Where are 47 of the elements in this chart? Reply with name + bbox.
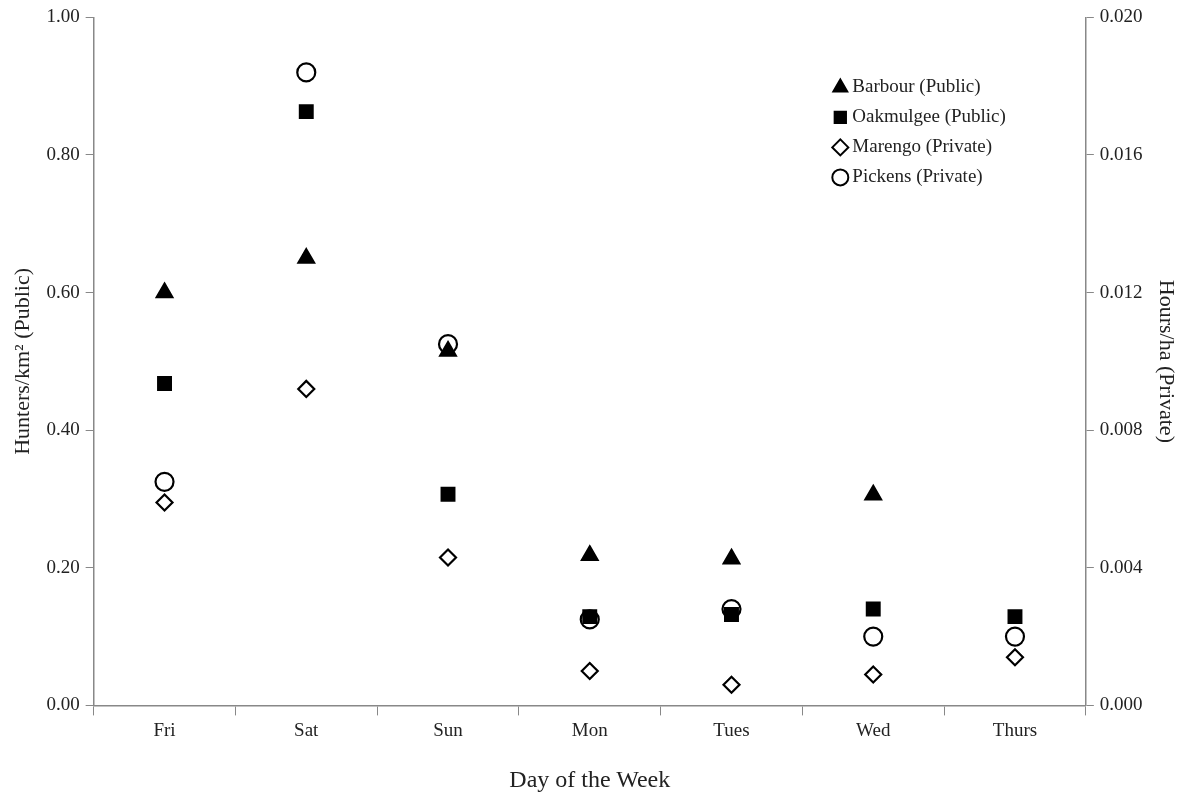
- point: [297, 379, 316, 399]
- x-tick-label: Wed: [856, 718, 891, 740]
- point: [865, 601, 881, 617]
- point: [440, 486, 456, 502]
- y2-tick-label: 0.020: [1099, 5, 1143, 27]
- y-tick-label: 0.60: [46, 280, 80, 302]
- point: [1007, 609, 1023, 625]
- x-tick-label: Mon: [571, 718, 609, 740]
- point: [439, 340, 457, 357]
- y2-tick-label: 0.008: [1099, 418, 1143, 440]
- point: [155, 493, 174, 512]
- y2-tick-label: 0.012: [1099, 280, 1143, 302]
- point: [155, 282, 174, 299]
- point: [722, 548, 741, 565]
- point: [863, 626, 884, 647]
- legend-label: Marengo (Private): [852, 135, 993, 158]
- legend-label: Oakmulgee (Public): [852, 105, 1006, 128]
- point: [438, 548, 458, 567]
- x-axis-title: Day of the Week: [509, 765, 671, 792]
- x-tick-label: Thurs: [992, 718, 1038, 740]
- point: [157, 375, 172, 391]
- y-tick-label: 0.40: [46, 418, 80, 440]
- point: [580, 545, 599, 562]
- point: [1005, 648, 1025, 667]
- y2-tick-label: 0.004: [1099, 555, 1144, 577]
- y2-tick-label: 0.000: [1099, 693, 1143, 715]
- y-axis-title: Hunters/km² (Public): [8, 267, 34, 455]
- x-tick-label: Fri: [153, 718, 176, 740]
- y-tick-label: 0.80: [46, 142, 80, 164]
- x-tick-label: Tues: [713, 718, 750, 740]
- y2-axis-title: Hours/ha (Private): [1155, 279, 1181, 443]
- point: [864, 665, 883, 684]
- legend-label: Barbour (Public): [852, 75, 981, 98]
- point: [580, 661, 599, 681]
- y-tick-label: 0.00: [46, 693, 80, 715]
- legend-label: Pickens (Private): [852, 165, 983, 188]
- x-tick-label: Sun: [433, 718, 464, 740]
- point: [296, 62, 317, 83]
- y2-tick-label: 0.016: [1099, 142, 1143, 164]
- point: [154, 471, 175, 492]
- y-tick-label: 0.20: [46, 555, 80, 577]
- y-tick-label: 1.00: [46, 5, 80, 27]
- point: [722, 675, 741, 694]
- point: [297, 248, 316, 264]
- x-tick-label: Sat: [294, 718, 320, 740]
- point: [1004, 626, 1026, 647]
- point: [864, 484, 883, 501]
